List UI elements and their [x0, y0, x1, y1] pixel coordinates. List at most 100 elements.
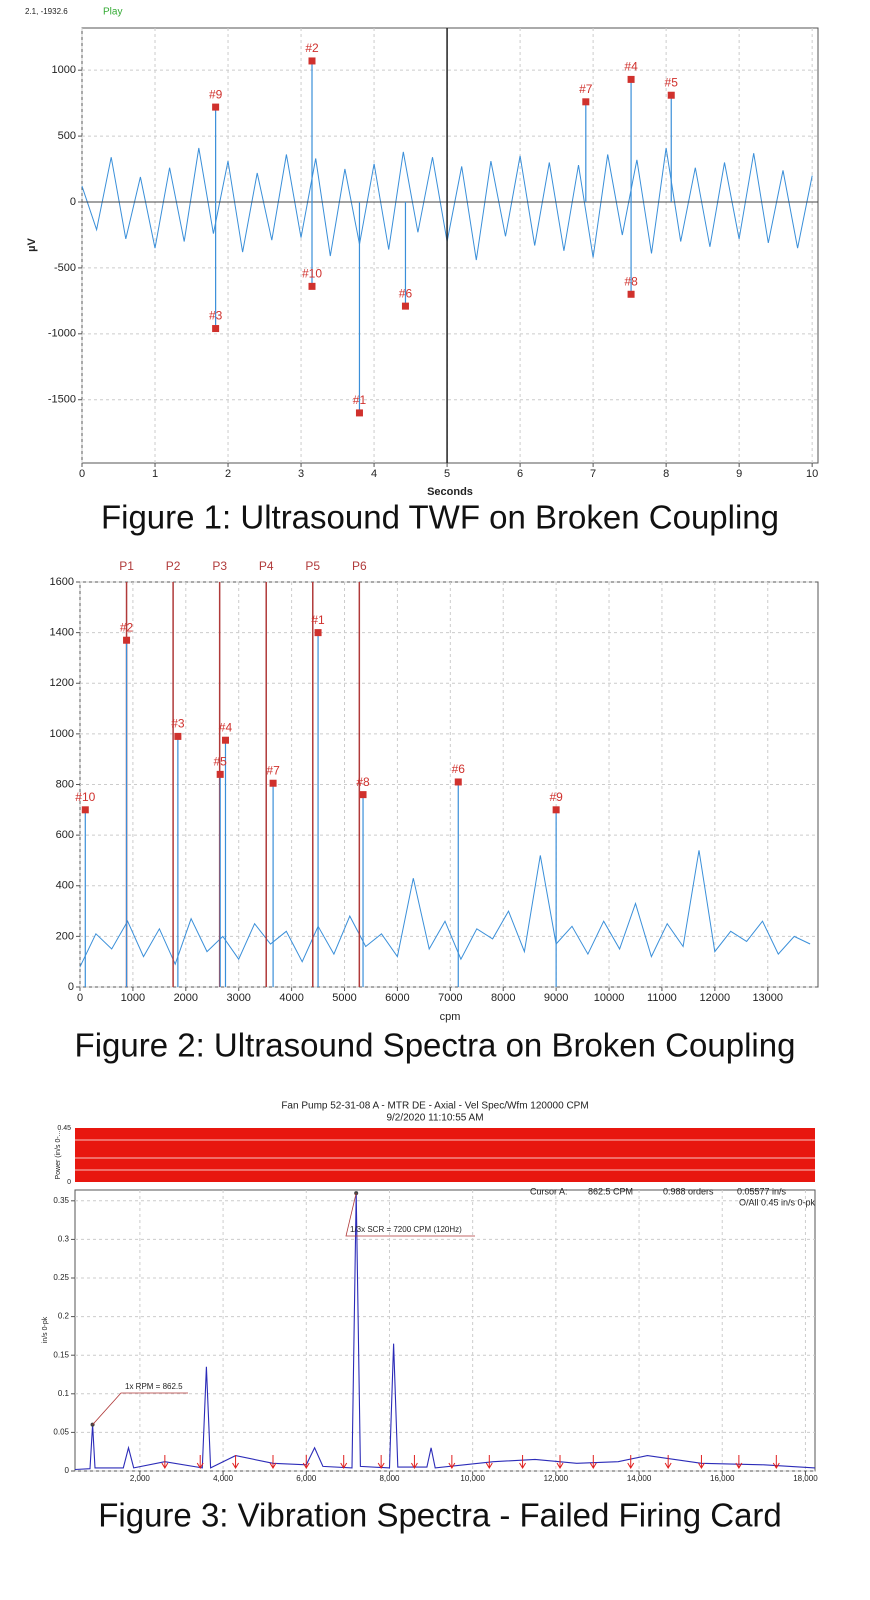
- caption: Figure 1: Ultrasound TWF on Broken Coupl…: [101, 499, 779, 536]
- x-tick-label: 3000: [226, 992, 250, 1004]
- harmonic-marker: [269, 1455, 277, 1469]
- peak-label: #10: [75, 790, 95, 804]
- peak-marker: [221, 736, 229, 744]
- y-axis-label: µV: [26, 238, 38, 252]
- reference-label: P2: [166, 559, 181, 573]
- x-tick-label: 5000: [332, 992, 356, 1004]
- annotation-leader: [92, 1392, 188, 1425]
- harmonic-marker: [410, 1455, 418, 1469]
- peak-label: #1: [311, 613, 325, 627]
- power-tick-label: 0: [67, 1179, 71, 1186]
- cursor-readout: 862.5 CPM: [588, 1186, 633, 1196]
- peak-marker: [359, 791, 367, 799]
- reference-label: P6: [352, 559, 367, 573]
- reference-label: P3: [212, 559, 227, 573]
- plot-area: [81, 27, 819, 464]
- x-tick-label: 4: [371, 468, 377, 480]
- x-tick-label: 13000: [752, 992, 783, 1004]
- peak-marker: [216, 770, 224, 778]
- harmonic-marker: [485, 1455, 493, 1469]
- plot-area: [74, 1189, 816, 1472]
- x-tick-label: 18,000: [793, 1474, 818, 1483]
- y-tick-label: 0.2: [58, 1312, 70, 1321]
- reference-label: P1: [119, 559, 134, 573]
- peak-marker: [212, 103, 220, 111]
- x-tick-label: 3: [298, 468, 304, 480]
- peak-label: #7: [579, 82, 593, 96]
- reference-label: P5: [305, 559, 320, 573]
- peak-marker: [269, 779, 277, 787]
- y-tick-label: 0: [70, 196, 76, 208]
- peak-label: #3: [171, 717, 185, 731]
- power-axis-label: Power (in/s 0-...: [55, 1130, 62, 1179]
- chart-subtitle: 9/2/2020 11:10:55 AM: [386, 1113, 483, 1124]
- x-tick-label: 9000: [544, 992, 568, 1004]
- harmonic-marker: [627, 1455, 635, 1469]
- peak-marker: [81, 806, 89, 814]
- x-tick-label: 6,000: [296, 1474, 317, 1483]
- y-tick-label: 500: [58, 130, 76, 142]
- x-tick-label: 10000: [594, 992, 625, 1004]
- x-tick-label: 4000: [279, 992, 303, 1004]
- harmonic-marker: [377, 1455, 385, 1469]
- harmonic-marker: [448, 1455, 456, 1469]
- peak-label: #10: [302, 267, 322, 281]
- peak-marker: [355, 409, 363, 417]
- x-tick-label: 8: [663, 468, 669, 480]
- peak-marker: [627, 290, 635, 298]
- peak-label: #9: [549, 790, 563, 804]
- harmonic-marker: [772, 1455, 780, 1469]
- peak-label: #7: [266, 763, 280, 777]
- peak-marker: [314, 629, 322, 637]
- cursor-readout: 0.988 orders: [663, 1186, 714, 1196]
- harmonic-marker: [664, 1455, 672, 1469]
- peak-marker: [454, 778, 462, 786]
- caption: Figure 3: Vibration Spectra - Failed Fir…: [98, 1497, 782, 1534]
- y-tick-label: 200: [56, 930, 74, 942]
- peak-label: #9: [209, 87, 223, 101]
- x-tick-label: 9: [736, 468, 742, 480]
- harmonic-marker: [340, 1455, 348, 1469]
- annotation-leader: [345, 1192, 475, 1237]
- peak-label: #5: [214, 755, 228, 769]
- x-tick-label: 11000: [647, 992, 677, 1004]
- y-tick-label: 400: [56, 880, 74, 892]
- x-tick-label: 6: [517, 468, 523, 480]
- x-tick-label: 2: [225, 468, 231, 480]
- x-tick-label: 12000: [700, 992, 731, 1004]
- spectrum: [79, 850, 811, 968]
- peak-marker: [401, 302, 409, 310]
- y-tick-label: 0: [68, 981, 74, 993]
- peak-label: #5: [665, 75, 679, 89]
- status-readout: 2.1, -1932.6: [25, 7, 68, 16]
- x-tick-label: 10,000: [460, 1474, 485, 1483]
- harmonic-marker: [589, 1455, 597, 1469]
- peak-label: #6: [452, 762, 466, 776]
- peak-marker: [212, 325, 220, 333]
- peak-marker: [667, 91, 675, 99]
- play-label: Play: [103, 7, 122, 18]
- cursor-readout: 0.05577 in/s: [737, 1186, 787, 1196]
- peak-label: #2: [120, 620, 134, 634]
- cursor-readout: Cursor A:: [530, 1186, 568, 1196]
- y-tick-label: -1500: [48, 394, 76, 406]
- y-tick-label: 600: [56, 829, 74, 841]
- peak-label: #8: [356, 775, 370, 789]
- peak-marker: [308, 57, 316, 65]
- y-tick-label: -1000: [48, 328, 76, 340]
- y-tick-label: 0.35: [53, 1196, 69, 1205]
- peak-label: #4: [624, 60, 638, 74]
- peak-label: #1: [353, 393, 367, 407]
- cursor-readout: O/All 0.45 in/s 0-pk: [739, 1197, 816, 1207]
- x-tick-label: 10: [806, 468, 818, 480]
- harmonic-marker: [519, 1455, 527, 1469]
- x-tick-label: 7000: [438, 992, 462, 1004]
- x-tick-label: 6000: [385, 992, 409, 1004]
- y-tick-label: 0.05: [53, 1428, 69, 1437]
- x-tick-label: 4,000: [213, 1474, 234, 1483]
- reference-label: P4: [259, 559, 274, 573]
- caption: Figure 2: Ultrasound Spectra on Broken C…: [75, 1027, 796, 1064]
- peak-marker: [308, 282, 316, 290]
- chart-title: Fan Pump 52-31-08 A - MTR DE - Axial - V…: [281, 1101, 588, 1112]
